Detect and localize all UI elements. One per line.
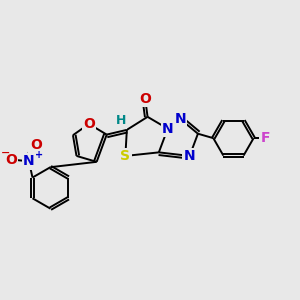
Text: N: N bbox=[23, 154, 35, 168]
Text: O: O bbox=[5, 153, 17, 167]
Text: S: S bbox=[120, 149, 130, 163]
Text: H: H bbox=[116, 115, 126, 128]
Text: −: − bbox=[1, 148, 10, 158]
Text: N: N bbox=[162, 122, 173, 136]
Text: N: N bbox=[184, 149, 195, 163]
Text: F: F bbox=[261, 131, 270, 145]
Text: +: + bbox=[35, 150, 44, 160]
Text: O: O bbox=[30, 138, 42, 152]
Text: N: N bbox=[174, 112, 186, 126]
Text: O: O bbox=[83, 117, 95, 131]
Text: O: O bbox=[139, 92, 151, 106]
